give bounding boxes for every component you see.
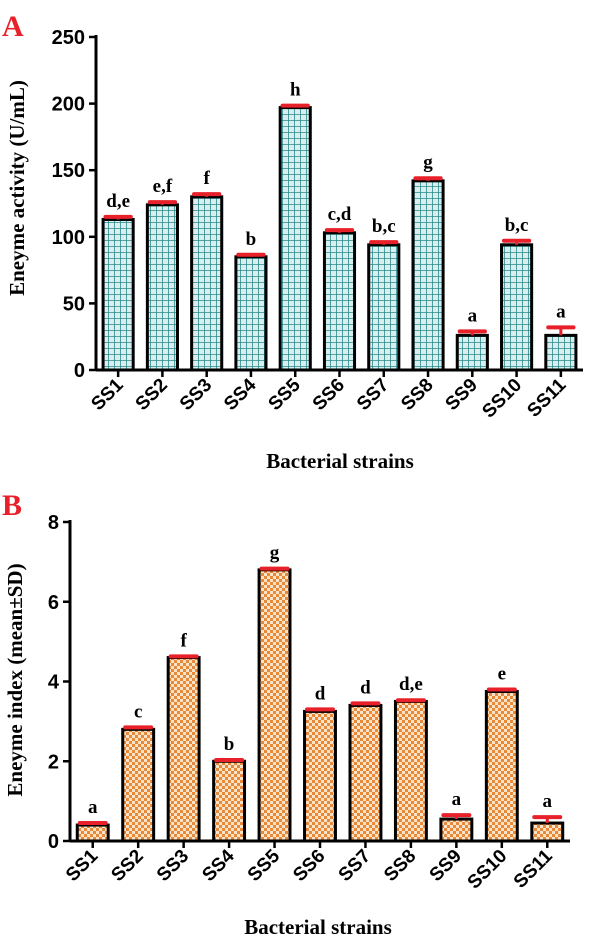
bar-a-ss8 bbox=[411, 179, 445, 372]
x-tick-label-b: SS1 bbox=[62, 845, 103, 886]
significance-label-b: a bbox=[543, 791, 553, 812]
bar-b-ss10 bbox=[484, 689, 519, 843]
significance-label-a: a bbox=[556, 301, 566, 322]
bar-b-ss4 bbox=[212, 759, 247, 843]
bar-b-ss3 bbox=[166, 656, 201, 843]
significance-label-b: d bbox=[315, 683, 326, 704]
bars-b: a c f b g d d d,e a e a bbox=[75, 543, 565, 843]
bar-b-ss1 bbox=[75, 823, 110, 843]
significance-label-a: g bbox=[423, 152, 433, 173]
x-tick-label-b: SS10 bbox=[464, 846, 512, 894]
x-tick-label-b: SS6 bbox=[289, 846, 329, 886]
bar-b-ss6 bbox=[303, 709, 337, 843]
bar-a-ss6 bbox=[322, 231, 357, 372]
bar-a-ss9 bbox=[455, 333, 489, 372]
x-tick-label-b: SS11 bbox=[510, 845, 557, 892]
x-tick-label-b: SS2 bbox=[107, 846, 147, 886]
y-tick-label-a: 50 bbox=[63, 293, 85, 315]
significance-label-a: f bbox=[204, 168, 211, 189]
bar-b-ss8 bbox=[393, 699, 428, 843]
significance-label-a: h bbox=[290, 80, 301, 101]
significance-label-b: g bbox=[270, 543, 280, 564]
x-tick-label-a: SS10 bbox=[478, 375, 526, 423]
chart-panel-b: B Eneyme index (mean±SD) Bacterial strai… bbox=[2, 489, 570, 939]
bar-b-ss5 bbox=[257, 568, 292, 843]
y-tick-label-a: 250 bbox=[52, 27, 85, 49]
x-tick-label-a: SS11 bbox=[523, 374, 570, 421]
y-tick-label-b: 4 bbox=[48, 672, 60, 694]
x-axis-label-b: Bacterial strains bbox=[244, 915, 392, 939]
bar-a-ss7 bbox=[367, 243, 401, 372]
x-tick-label-a: SS2 bbox=[132, 375, 172, 415]
x-tick-label-b: SS3 bbox=[153, 846, 193, 886]
significance-label-a: c,d bbox=[328, 204, 352, 225]
panel-letter-b: B bbox=[2, 489, 22, 522]
significance-label-a: b,c bbox=[505, 215, 529, 236]
significance-label-b: a bbox=[88, 797, 98, 818]
significance-label-a: a bbox=[468, 305, 478, 326]
y-axis-label-b: Eneyme index (mean±SD) bbox=[3, 563, 27, 796]
x-tick-label-a: SS4 bbox=[220, 374, 261, 415]
bar-a-ss10 bbox=[500, 243, 534, 372]
significance-label-b: e bbox=[498, 663, 506, 684]
x-tick-label-a: SS3 bbox=[176, 375, 216, 415]
x-tick-label-b: SS4 bbox=[198, 845, 239, 886]
significance-label-a: b bbox=[246, 229, 257, 250]
significance-label-b: f bbox=[180, 630, 187, 651]
y-tick-label-a: 0 bbox=[74, 360, 85, 382]
chart-panel-a: A Eneyme activity (U/mL) Bacterial strai… bbox=[2, 10, 583, 473]
significance-label-b: d,e bbox=[399, 674, 423, 695]
bar-a-ss3 bbox=[190, 195, 224, 372]
x-tick-label-b: SS9 bbox=[426, 846, 466, 886]
y-tick-label-b: 8 bbox=[48, 512, 59, 534]
bar-a-ss4 bbox=[234, 255, 268, 372]
significance-label-a: b,c bbox=[372, 216, 396, 237]
y-axis-label-a: Eneyme activity (U/mL) bbox=[5, 80, 29, 296]
y-tick-label-a: 150 bbox=[52, 160, 85, 182]
x-tick-label-a: SS6 bbox=[309, 375, 349, 415]
bar-b-ss2 bbox=[121, 727, 156, 843]
significance-label-a: d,e bbox=[106, 191, 130, 212]
bar-a-ss5 bbox=[278, 106, 312, 372]
x-tick-label-b: SS8 bbox=[380, 846, 420, 886]
bar-b-ss7 bbox=[348, 703, 383, 843]
x-tick-label-a: SS1 bbox=[87, 374, 128, 415]
x-tick-label-a: SS7 bbox=[353, 375, 393, 415]
y-tick-label-a: 200 bbox=[52, 94, 85, 116]
y-tick-label-b: 2 bbox=[48, 751, 59, 773]
significance-label-b: d bbox=[360, 677, 371, 698]
bars-a: d,e e,f f b h c,d b,c g a b,c a bbox=[101, 80, 578, 372]
panel-letter-a: A bbox=[2, 10, 24, 43]
x-tick-label-a: SS9 bbox=[442, 375, 482, 415]
y-tick-label-b: 0 bbox=[48, 831, 59, 853]
x-axis-label-a: Bacterial strains bbox=[266, 449, 414, 473]
y-tick-label-b: 6 bbox=[48, 592, 59, 614]
significance-label-b: b bbox=[224, 734, 235, 755]
significance-label-b: a bbox=[452, 789, 462, 810]
bar-b-ss11 bbox=[530, 821, 565, 843]
x-tick-label-a: SS5 bbox=[265, 374, 306, 415]
x-tick-label-b: SS7 bbox=[335, 846, 375, 886]
significance-label-a: e,f bbox=[153, 176, 173, 197]
bar-a-ss1 bbox=[101, 217, 135, 372]
bar-a-ss2 bbox=[145, 203, 179, 372]
x-tick-label-b: SS5 bbox=[244, 845, 285, 886]
bar-a-ss11 bbox=[544, 333, 578, 372]
bar-b-ss9 bbox=[439, 817, 474, 843]
significance-label-b: c bbox=[134, 701, 142, 722]
y-tick-label-a: 100 bbox=[52, 227, 85, 249]
x-tick-label-a: SS8 bbox=[397, 375, 437, 415]
